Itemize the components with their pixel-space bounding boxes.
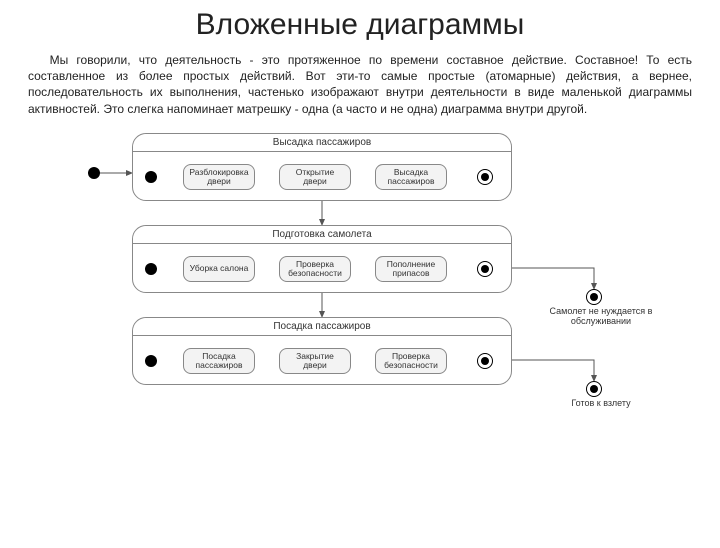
outer-initial-node — [88, 167, 100, 179]
inner-final-node — [477, 169, 493, 185]
activity-2: Посадка пассажиров Посадка пассажиров Закр… — [132, 317, 512, 385]
inner-initial-node — [145, 171, 157, 183]
action-node: Проверка безопасности — [375, 348, 447, 374]
activity-body: Посадка пассажиров Закрытие двери Проверка… — [133, 336, 511, 384]
outer-final-label-1: Готов к взлету — [546, 399, 656, 409]
activity-title: Высадка пассажиров — [133, 134, 511, 152]
activity-body: Разблокировка двери Открытие двери Высадка… — [133, 152, 511, 200]
action-node: Разблокировка двери — [183, 164, 255, 190]
inner-final-node — [477, 261, 493, 277]
action-node: Пополнение припасов — [375, 256, 447, 282]
inner-initial-node — [145, 263, 157, 275]
outer-final-node-0 — [586, 289, 602, 305]
action-node: Высадка пассажиров — [375, 164, 447, 190]
activity-title: Подготовка самолета — [133, 226, 511, 244]
activity-diagram: Высадка пассажиров Разблокировка двери Отк… — [0, 125, 720, 485]
outer-final-node-1 — [586, 381, 602, 397]
activity-title: Посадка пассажиров — [133, 318, 511, 336]
outer-final-label-0: Самолет не нуждается в обслуживании — [546, 307, 656, 327]
inner-initial-node — [145, 355, 157, 367]
action-node: Закрытие двери — [279, 348, 351, 374]
inner-final-node — [477, 353, 493, 369]
activity-1: Подготовка самолета Уборка салона Проверка… — [132, 225, 512, 293]
action-node: Посадка пассажиров — [183, 348, 255, 374]
activity-body: Уборка салона Проверка безопасности Пополн… — [133, 244, 511, 292]
intro-paragraph: Мы говорили, что деятельность - это прот… — [0, 52, 720, 125]
activity-0: Высадка пассажиров Разблокировка двери Отк… — [132, 133, 512, 201]
page-title: Вложенные диаграммы — [0, 8, 720, 42]
action-node: Открытие двери — [279, 164, 351, 190]
action-node: Уборка салона — [183, 256, 255, 282]
action-node: Проверка безопасности — [279, 256, 351, 282]
